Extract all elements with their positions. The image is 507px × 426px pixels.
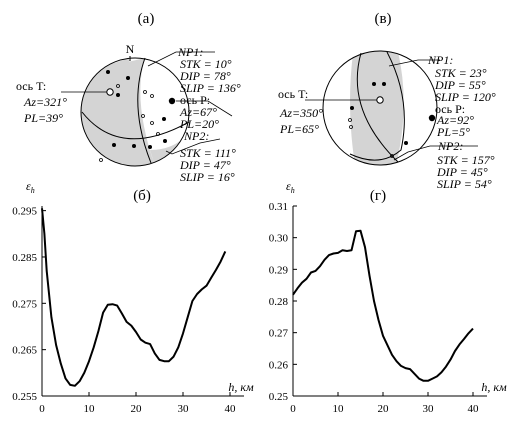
p-axis-pl-b: PL=5° — [436, 125, 470, 139]
chart-g-y-tick-label: 0.25 — [269, 391, 289, 403]
chart-g: (г) εh h, км 0 10 20 30 40 0.25 0.26 0.27 0.28 0.… — [269, 179, 507, 415]
chart-b-y-tick-label: 0.265 — [12, 345, 37, 357]
chart-b: (б) εh h, км 0 10 20 30 40 0.255 0.265 0.275 0.2… — [12, 179, 254, 415]
p-axis-pl-a: PL=20° — [179, 117, 219, 131]
chart-b-y-tick-label: 0.255 — [12, 391, 37, 403]
polarity-dots-b — [348, 82, 408, 158]
np2-dip-b: DIP = 45° — [436, 165, 488, 179]
t-axis-az-a: Az=321° — [23, 95, 67, 109]
t-axis-name-a: ось T: — [16, 79, 46, 93]
chart-g-x-tick-label: 40 — [468, 403, 480, 415]
nodal-plane-2-b — [349, 51, 405, 161]
chart-g-y-tick-label: 0.31 — [269, 201, 288, 213]
chart-b-x-tick-label: 0 — [39, 403, 45, 415]
focal-sphere-b — [322, 50, 438, 166]
chart-b-ylabel: εh — [26, 179, 35, 195]
chart-b-y-tick-label: 0.285 — [12, 252, 37, 264]
p-axis-az-a: Az=67° — [179, 105, 217, 119]
chart-b-x-tick-label: 40 — [225, 403, 237, 415]
chart-g-x-tick-label: 0 — [290, 403, 296, 415]
north-label: N — [126, 42, 135, 56]
chart-b-axes: 0 10 20 30 40 0.255 0.265 0.275 0.285 0.295 — [12, 206, 244, 415]
chart-g-x-tick-label: 20 — [378, 403, 390, 415]
chart-b-y-tick-label: 0.275 — [12, 298, 37, 310]
compressional-quadrant-a2 — [82, 58, 150, 150]
nodal-plane-1-b — [356, 52, 399, 163]
chart-g-panel-label: (г) — [370, 188, 386, 204]
panel-label-b: (в) — [374, 11, 391, 27]
p-axis-marker-b — [428, 114, 436, 122]
t-axis-marker-b — [376, 96, 384, 104]
chart-g-series-line — [292, 229, 474, 382]
np2-leader-b — [393, 145, 478, 161]
np1-slip-a: SLIP = 136° — [180, 81, 241, 95]
nodal-plane-2-a — [81, 111, 190, 140]
np1-dip-b: DIP = 55° — [434, 78, 486, 92]
chart-g-ylabel-sub: h — [291, 186, 295, 195]
chart-g-y-tick-label: 0.30 — [269, 233, 289, 245]
np2-slip-b: SLIP = 54° — [437, 177, 492, 191]
np1-name-b: NP1: — [427, 53, 453, 67]
chart-g-ylabel: εh — [286, 179, 295, 195]
t-axis-az-b: Az=350° — [279, 106, 323, 120]
chart-g-y-tick-label: 0.26 — [269, 359, 289, 371]
chart-g-axes: 0 10 20 30 40 0.25 0.26 0.27 0.28 0.29 0.30 0.31 — [269, 201, 487, 415]
np2-leader-a — [165, 138, 221, 155]
chart-g-xlabel: h, км — [481, 380, 507, 394]
chart-b-y-tick-label: 0.295 — [12, 206, 37, 218]
p-axis-name-b: ось P: — [435, 102, 465, 116]
nodal-plane-1-a — [137, 57, 152, 164]
np1-leader-b — [388, 59, 440, 67]
np1-slip-b: SLIP = 120° — [435, 90, 496, 104]
chart-g-x-tick-label: 30 — [423, 403, 435, 415]
chart-b-series-line — [41, 208, 227, 387]
np2-stk-a: STK = 111° — [180, 146, 236, 160]
chart-b-ylabel-sub: h — [31, 186, 35, 195]
chart-g-y-tick-label: 0.28 — [269, 296, 289, 308]
polarity-dots-a — [99, 70, 167, 162]
np1-stk-a: STK = 10° — [180, 57, 232, 71]
t-axis-name-b: ось T: — [278, 87, 308, 101]
np2-name-b: NP2: — [437, 139, 463, 153]
np2-name-a: NP2: — [183, 129, 209, 143]
p-axis-az-b: Az=92° — [436, 113, 474, 127]
np1-name-a: NP1: — [177, 45, 203, 59]
beachball-b: (в) ось T: Az=350° PL=65° NP1: STK = 23°… — [278, 11, 496, 191]
t-axis-marker-a — [106, 88, 114, 96]
t-axis-pl-b: PL=65° — [279, 122, 319, 136]
beachball-a: (а) N ось T: Az=321° PL — [16, 11, 241, 184]
t-axis-pl-a: PL=39° — [23, 111, 63, 125]
p-leader-a — [176, 100, 233, 117]
np2-stk-b: STK = 157° — [437, 153, 495, 167]
chart-b-xlabel: h, км — [228, 380, 254, 394]
chart-g-y-tick-label: 0.29 — [269, 264, 289, 276]
p-axis-marker-a — [168, 97, 176, 105]
chart-b-panel-label: (б) — [133, 188, 151, 204]
np2-dip-a: DIP = 47° — [179, 158, 231, 172]
panel-label-a: (а) — [138, 11, 155, 27]
compressional-quadrant-b1 — [350, 51, 404, 165]
p-axis-name-a: ось P: — [180, 93, 210, 107]
np1-stk-b: STK = 23° — [435, 66, 487, 80]
np1-leader-a — [147, 51, 215, 67]
np2-slip-a: SLIP = 16° — [180, 170, 235, 184]
chart-g-y-tick-label: 0.27 — [269, 328, 289, 340]
np1-dip-a: DIP = 78° — [179, 69, 231, 83]
chart-b-x-tick-label: 10 — [84, 403, 96, 415]
chart-b-x-tick-label: 20 — [131, 403, 143, 415]
chart-g-x-tick-label: 10 — [333, 403, 345, 415]
focal-sphere-a — [80, 57, 190, 167]
chart-b-x-tick-label: 30 — [178, 403, 190, 415]
